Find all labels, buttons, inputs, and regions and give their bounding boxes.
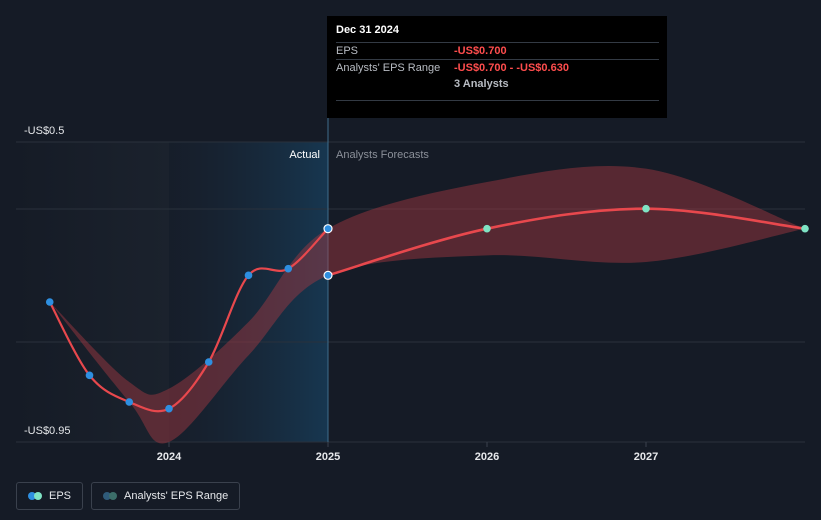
range-legend-icon [103,492,118,500]
tooltip-range-key: Analysts' EPS Range [336,62,441,74]
x-tick-label-2025: 2025 [316,451,340,463]
eps-legend-icon [28,492,42,500]
eps-actual-point-2 [125,398,134,406]
eps-actual-point-5 [244,271,253,280]
forecast-label: Analysts Forecasts [336,149,429,161]
legend-eps-label: EPS [49,490,72,502]
tooltip-date: Dec 31 2024 [336,24,399,36]
tooltip-analysts: 3 Analysts [454,78,509,90]
tooltip-row-analysts: 3 Analysts [336,76,659,92]
eps-actual-point-7 [323,224,333,234]
eps-forecast-point-1 [483,224,491,233]
tooltip-row-eps: EPS -US$0.700 [336,42,659,59]
y-top-label: -US$0.5 [24,125,64,137]
range-band-layer [49,166,805,444]
actual-region [169,142,328,442]
tooltip-divider [336,100,659,101]
eps-forecast-point-3 [801,224,809,233]
tooltip-eps-value: -US$0.700 [454,45,507,57]
legend-eps[interactable]: EPS [16,482,84,510]
tooltip-range-value: -US$0.700 - -US$0.630 [454,62,569,74]
tooltip-eps-key: EPS [336,45,359,57]
tooltip: Dec 31 2024 EPS -US$0.700 Analysts' EPS … [327,16,667,118]
eps-actual-point-3 [165,404,173,413]
x-axis: 2024 2025 2026 2027 [157,442,658,463]
eps-forecast-line [327,207,806,277]
eps-actual-point-4 [204,358,213,366]
legend-range[interactable]: Analysts' EPS Range [91,482,241,510]
x-tick-label-2026: 2026 [475,451,499,463]
y-bottom-label: -US$0.95 [24,425,70,437]
x-tick-label-2024: 2024 [157,451,182,463]
eps-forecast-point-2 [642,204,650,213]
eps-forecast-point-0 [323,270,333,280]
eps-actual-point-6 [284,264,293,273]
past-region [16,142,169,442]
legend: EPS Analysts' EPS Range [16,482,241,510]
actual-label: Actual [289,149,320,161]
eps-actual-point-0 [45,298,54,306]
x-tick-label-2027: 2027 [634,451,658,463]
eps-actual-point-1 [85,371,94,380]
eps-range-band [49,166,805,444]
tooltip-row-range: Analysts' EPS Range -US$0.700 - -US$0.63… [336,59,659,76]
eps-dot-layer [45,204,809,413]
legend-range-label: Analysts' EPS Range [124,490,229,502]
